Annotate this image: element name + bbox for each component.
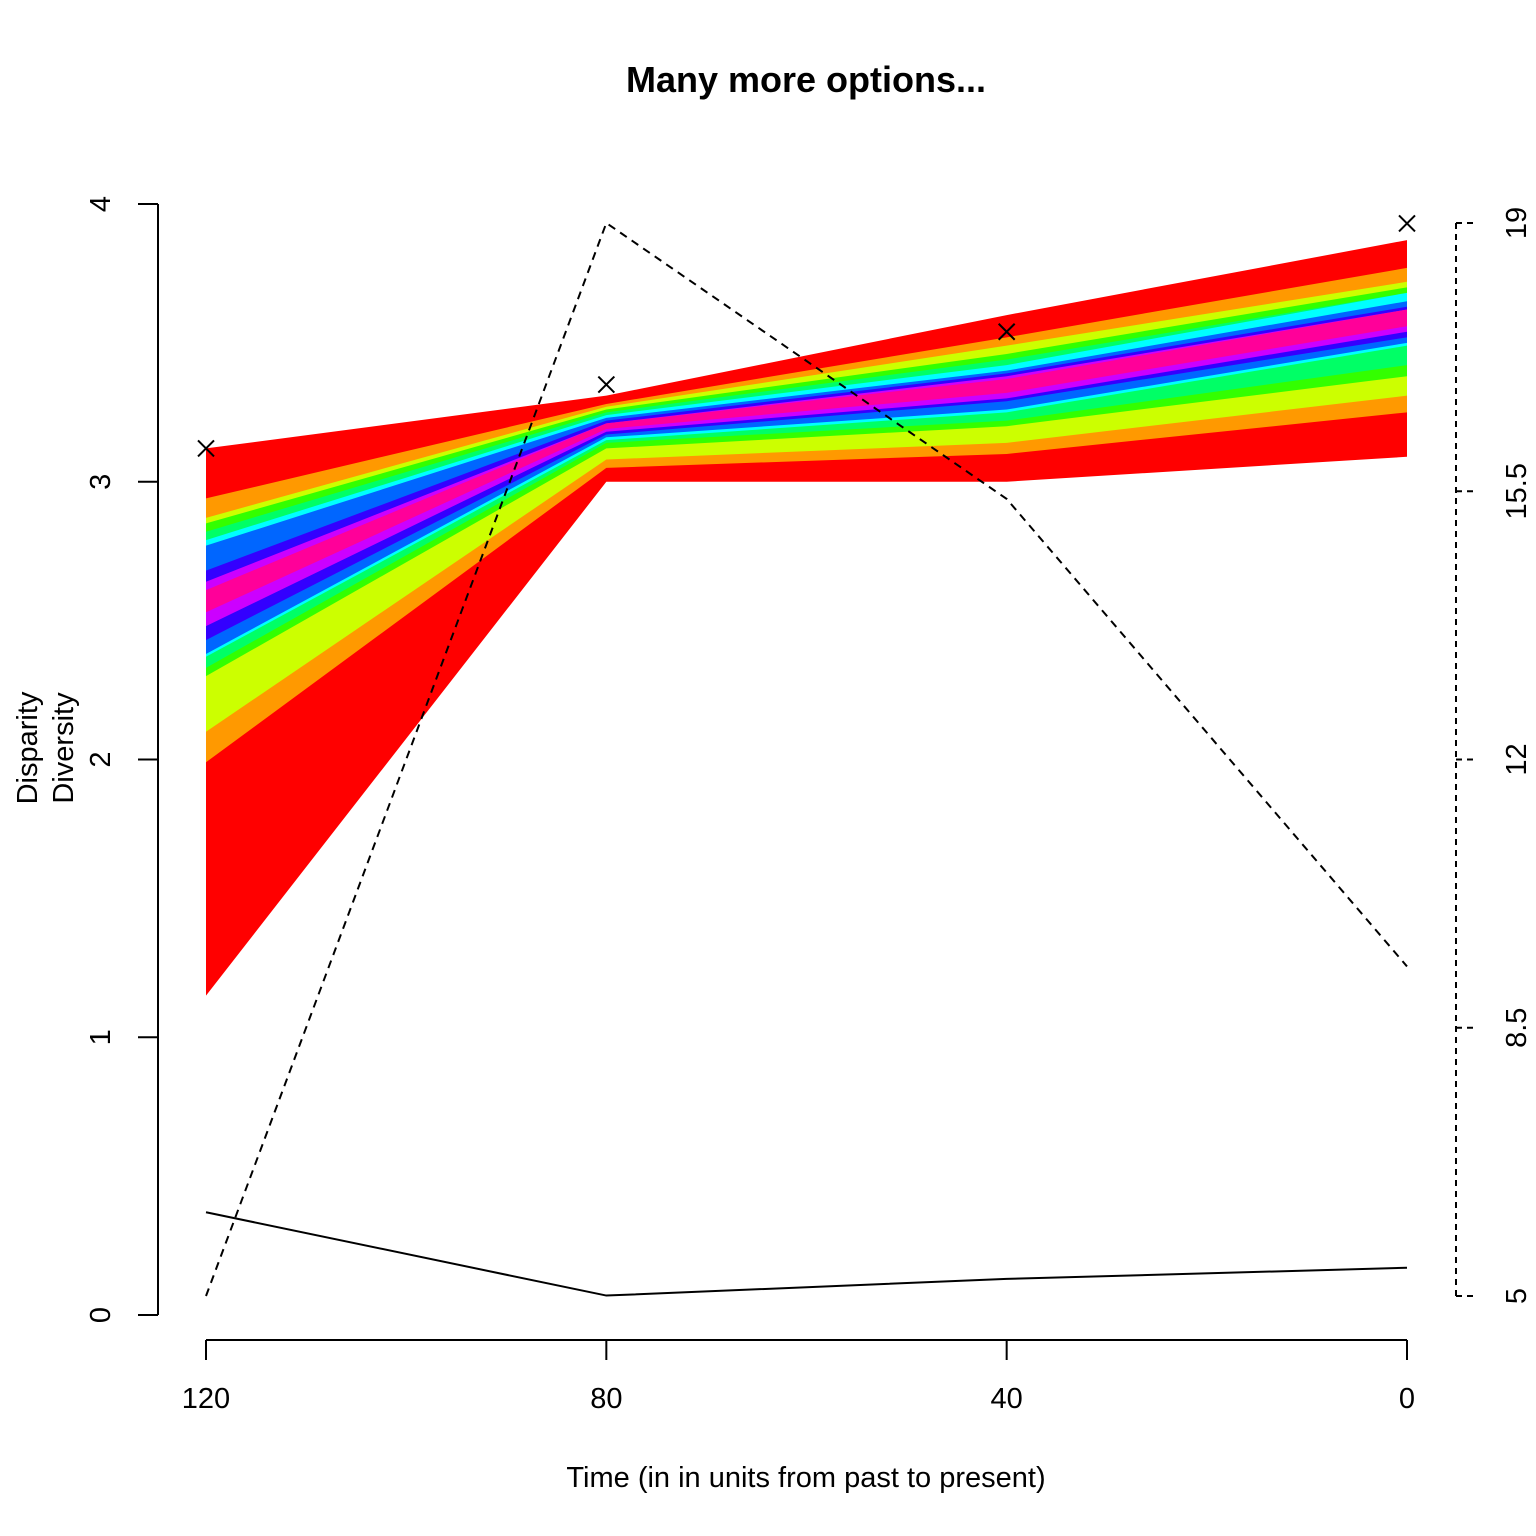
right-tick-label: 19 xyxy=(1501,207,1533,239)
right-tick-label: 15.5 xyxy=(1501,463,1533,519)
x-tick-label: 120 xyxy=(182,1383,230,1415)
right-tick-label: 12 xyxy=(1501,743,1533,775)
right-y-axis: 5 8.5 12 15.5 19 xyxy=(1455,207,1533,1304)
left-tick-label: 0 xyxy=(85,1307,117,1323)
left-tick-label: 2 xyxy=(85,751,117,767)
left-y-axis: 0 1 2 3 4 xyxy=(85,196,159,1323)
solid-line xyxy=(205,1211,1408,1297)
right-tick-label: 8.5 xyxy=(1501,1008,1533,1048)
y-axis-label-line-1: Disparity xyxy=(12,691,44,804)
quantile-band-7 xyxy=(206,301,1407,654)
data-lines xyxy=(205,221,1408,1297)
median-point xyxy=(1398,214,1416,233)
left-tick-label: 4 xyxy=(85,196,117,212)
quantile-bands xyxy=(206,240,1407,996)
y-axis-label-line-2: Diversity xyxy=(48,692,80,804)
quantile-band-10 xyxy=(206,309,1407,613)
chart-title: Many more options... xyxy=(626,59,986,100)
x-tick-label: 80 xyxy=(590,1383,622,1415)
median-points xyxy=(197,214,1416,458)
median-point xyxy=(597,375,616,394)
median-point xyxy=(197,439,215,458)
left-tick-label: 3 xyxy=(85,474,117,490)
dashed-line xyxy=(205,221,1408,1297)
left-tick-label: 1 xyxy=(85,1029,117,1045)
x-axis: 120 80 40 0 xyxy=(182,1339,1415,1415)
x-tick-label: 0 xyxy=(1399,1383,1415,1415)
median-point xyxy=(997,323,1016,341)
x-tick-label: 40 xyxy=(991,1383,1023,1415)
x-axis-label: Time (in in units from past to present) xyxy=(566,1462,1045,1494)
right-tick-label: 5 xyxy=(1501,1288,1533,1304)
